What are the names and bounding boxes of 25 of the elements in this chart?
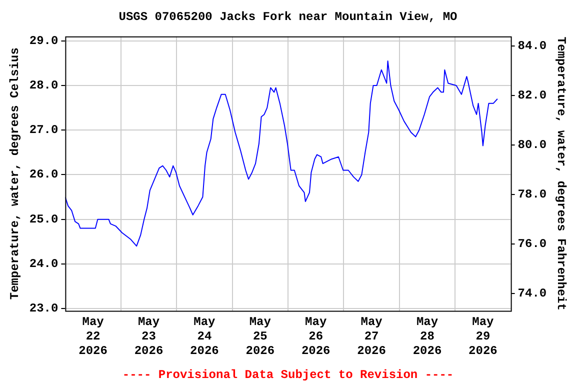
- y-tick-label: 27.0: [29, 123, 58, 138]
- y2-axis-title: Temperature, water, degrees Fahrenheit: [554, 36, 568, 310]
- y-axis-title: Temperature, water, degrees Celsius: [8, 48, 22, 300]
- x-tick-label: May 23 2026: [134, 315, 164, 358]
- y2-tick-label: 84.0: [518, 38, 547, 53]
- chart-title: USGS 07065200 Jacks Fork near Mountain View, MO: [118, 10, 458, 24]
- x-tick-label: May 22 2026: [78, 315, 108, 358]
- y-tick-label: 26.0: [29, 168, 58, 182]
- x-tick-label: May 29 2026: [468, 315, 498, 358]
- y-tick-label: 25.0: [29, 212, 58, 226]
- x-tick-label: May 24 2026: [190, 315, 219, 358]
- y2-tick-label: 76.0: [518, 237, 547, 252]
- y2-tick-label: 80.0: [518, 138, 547, 152]
- x-tick-label: May 27 2026: [357, 315, 386, 358]
- x-tick-label: May 26 2026: [301, 315, 330, 358]
- x-tick-label: May 25 2026: [246, 315, 275, 358]
- text: ---- Provisional Data Subject to Revision ----: [122, 368, 454, 382]
- x-tick-label: May 28 2026: [412, 315, 442, 358]
- y-tick-label: 23.0: [29, 302, 58, 316]
- y2-tick-label: 78.0: [518, 188, 547, 202]
- y-tick-label: 29.0: [29, 34, 58, 48]
- y-tick-label: 24.0: [29, 256, 58, 271]
- y2-tick-label: 82.0: [518, 88, 547, 102]
- y2-tick-label: 74.0: [518, 286, 547, 301]
- y-tick-label: 28.0: [29, 78, 58, 92]
